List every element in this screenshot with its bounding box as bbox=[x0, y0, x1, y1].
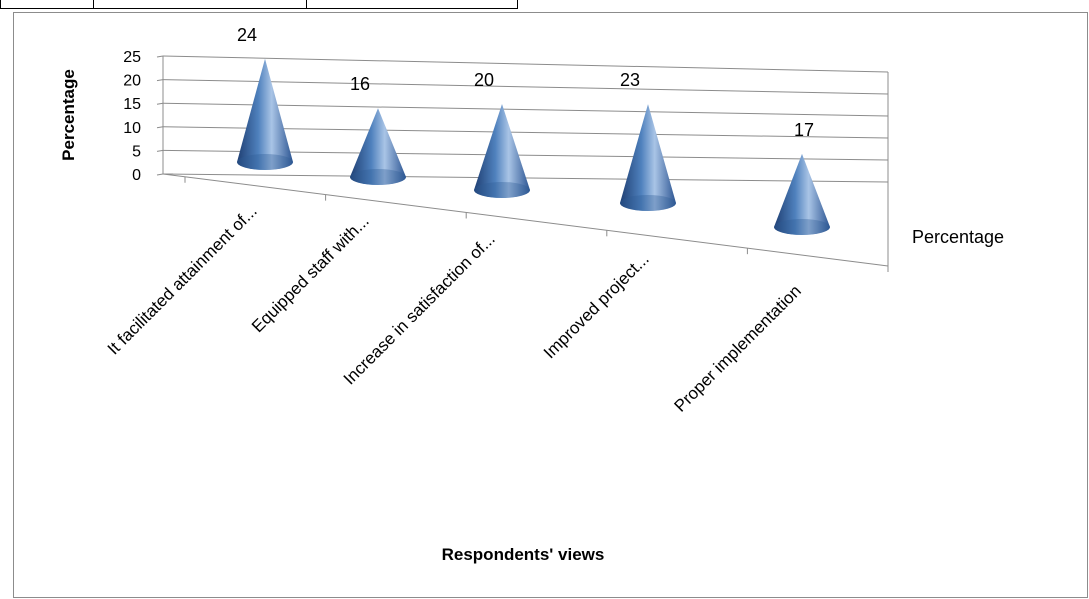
cone-base bbox=[620, 195, 676, 211]
data-label: 16 bbox=[350, 74, 370, 94]
x-category-label: Increase in satisfaction of... bbox=[340, 229, 499, 388]
y-tick bbox=[156, 55, 164, 58]
cone bbox=[237, 58, 293, 170]
y-tick bbox=[156, 102, 164, 105]
gridline bbox=[162, 55, 889, 73]
y-tick bbox=[156, 79, 164, 82]
y-tick-label: 5 bbox=[132, 143, 141, 160]
data-label: 23 bbox=[620, 70, 640, 90]
x-category-label: It facilitated attainment of... bbox=[104, 201, 261, 358]
legend-entry: Percentage bbox=[912, 227, 1004, 247]
y-tick-label: 25 bbox=[123, 49, 141, 66]
cone bbox=[620, 104, 676, 211]
x-category-label: Equipped staff with... bbox=[248, 211, 373, 336]
x-category-label: Proper implementation bbox=[670, 281, 804, 415]
cone-body bbox=[350, 108, 406, 185]
cone-body bbox=[620, 104, 676, 211]
data-label: 20 bbox=[474, 70, 494, 90]
chart-frame bbox=[13, 12, 1088, 598]
y-tick-label: 10 bbox=[123, 120, 141, 137]
floor-front-edge bbox=[162, 173, 889, 267]
cone-body bbox=[237, 58, 293, 170]
cone-base bbox=[237, 154, 293, 170]
data-label: 17 bbox=[794, 120, 814, 140]
cone bbox=[350, 108, 406, 185]
data-label: 24 bbox=[237, 25, 257, 45]
cone-base bbox=[774, 219, 830, 235]
cone bbox=[474, 104, 530, 198]
y-tick-label: 20 bbox=[123, 73, 141, 90]
x-axis-title: Respondents' views bbox=[442, 545, 605, 564]
y-tick-label: 0 bbox=[132, 167, 141, 184]
gridline bbox=[162, 79, 889, 95]
y-axis-title: Percentage bbox=[59, 69, 78, 161]
cone-body bbox=[474, 104, 530, 198]
y-tick-label: 15 bbox=[123, 96, 141, 113]
gridline bbox=[162, 102, 889, 117]
y-tick bbox=[156, 173, 164, 176]
y-tick bbox=[156, 126, 164, 129]
x-category-label: Improved project... bbox=[540, 249, 653, 362]
cone bbox=[774, 153, 830, 235]
cone-body bbox=[774, 153, 830, 235]
cone-base bbox=[350, 169, 406, 185]
top-table-rule bbox=[0, 0, 518, 9]
cone-base bbox=[474, 182, 530, 198]
y-tick bbox=[156, 149, 164, 152]
